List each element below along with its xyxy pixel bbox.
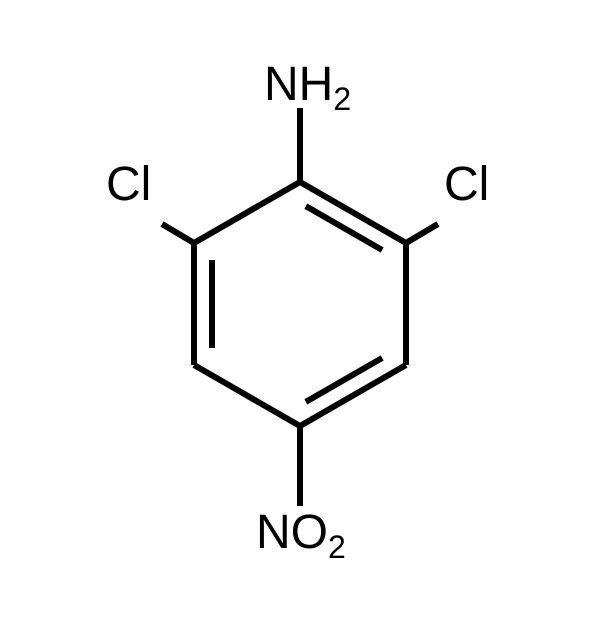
label-nh2: NH2 — [264, 58, 351, 117]
molecule-diagram: NH2 NO2 Cl Cl — [0, 0, 602, 640]
label-no2: NO2 — [256, 506, 346, 565]
label-cl-right: Cl — [444, 158, 489, 211]
label-cl-left: Cl — [106, 158, 151, 211]
